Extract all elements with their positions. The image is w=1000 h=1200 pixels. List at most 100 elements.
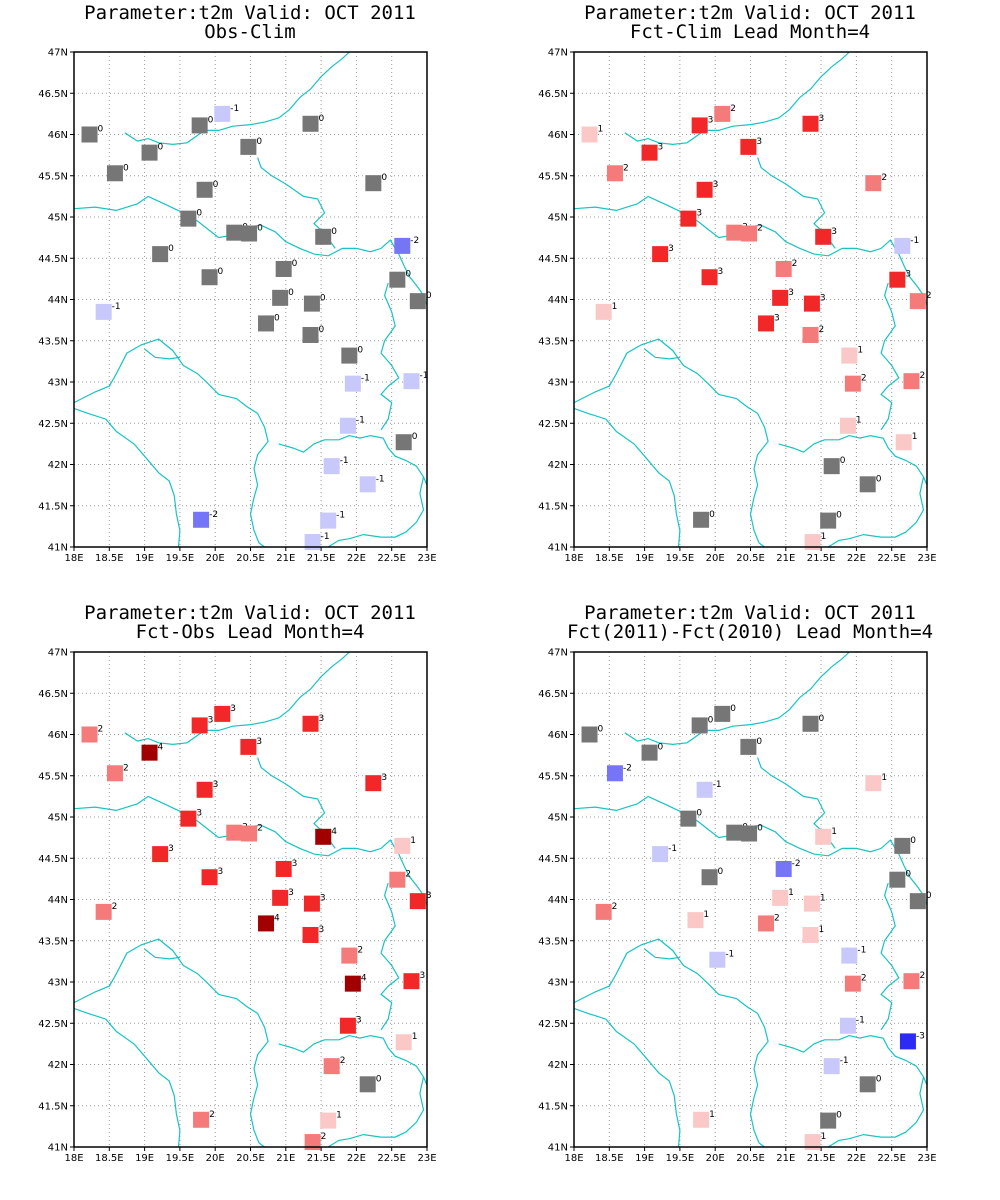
station-value: 0 bbox=[836, 511, 842, 521]
station-value: 0 bbox=[910, 836, 916, 846]
station-marker bbox=[844, 975, 861, 992]
panel-title: Parameter:t2m Valid: OCT 2011 bbox=[584, 2, 916, 24]
station-marker bbox=[315, 228, 332, 245]
station-value: 1 bbox=[881, 773, 887, 783]
plot-frame bbox=[73, 651, 428, 1148]
station-marker bbox=[95, 903, 112, 920]
station-marker bbox=[240, 138, 257, 155]
station-marker bbox=[696, 781, 713, 798]
y-tick-label: 42N bbox=[48, 460, 68, 471]
station-value: 1 bbox=[857, 346, 863, 356]
station-value: 0 bbox=[426, 291, 432, 301]
station-marker bbox=[804, 534, 821, 551]
border-line bbox=[573, 195, 928, 306]
station-marker bbox=[341, 347, 358, 364]
station-value: 2 bbox=[919, 971, 925, 981]
station-value: -1 bbox=[340, 456, 349, 466]
station-value: 2 bbox=[730, 104, 736, 114]
station-marker bbox=[859, 476, 876, 493]
station-marker bbox=[687, 912, 704, 929]
x-tick-label: 21.5E bbox=[307, 1153, 336, 1164]
station-value: 3 bbox=[658, 143, 664, 153]
y-tick-label: 45N bbox=[548, 813, 568, 824]
station-marker bbox=[240, 738, 257, 755]
station-value: 2 bbox=[123, 763, 129, 773]
border-line bbox=[249, 1068, 265, 1148]
y-tick-label: 45.5N bbox=[538, 771, 568, 782]
station-marker bbox=[652, 846, 669, 863]
station-value: 1 bbox=[410, 836, 416, 846]
x-tick-label: 21.5E bbox=[807, 553, 836, 564]
x-tick-label: 22E bbox=[847, 1153, 866, 1164]
station-marker bbox=[395, 1034, 412, 1051]
station-value: 2 bbox=[919, 371, 925, 381]
station-value: 2 bbox=[612, 902, 618, 912]
station-marker bbox=[365, 175, 382, 192]
station-value: 2 bbox=[861, 374, 867, 384]
border-line bbox=[73, 338, 269, 469]
station-value: 2 bbox=[357, 946, 363, 956]
station-value: -1 bbox=[713, 780, 722, 790]
station-value: 3 bbox=[718, 267, 724, 277]
station-marker bbox=[365, 775, 382, 792]
station-value: 2 bbox=[792, 259, 798, 269]
x-tick-label: 22.5E bbox=[877, 553, 906, 564]
station-value: 0 bbox=[730, 704, 736, 714]
station-marker bbox=[820, 512, 837, 529]
station-marker bbox=[595, 303, 612, 320]
station-value: 0 bbox=[196, 209, 202, 219]
station-marker bbox=[394, 237, 411, 254]
border-line bbox=[644, 948, 680, 960]
station-marker bbox=[395, 434, 412, 451]
station-value: -1 bbox=[230, 104, 239, 114]
station-marker bbox=[241, 225, 258, 242]
y-tick-label: 42.5N bbox=[38, 419, 68, 430]
station-value: -1 bbox=[857, 946, 866, 956]
border-line bbox=[749, 468, 765, 548]
station-marker bbox=[606, 765, 623, 782]
station-value: 1 bbox=[821, 1132, 827, 1142]
x-tick-label: 20E bbox=[206, 1153, 225, 1164]
station-marker bbox=[691, 717, 708, 734]
station-value: 3 bbox=[288, 888, 294, 898]
station-value: -1 bbox=[356, 416, 365, 426]
x-tick-label: 18E bbox=[64, 1153, 83, 1164]
border-line bbox=[327, 476, 425, 548]
station-value: 0 bbox=[320, 294, 326, 304]
station-value: 1 bbox=[336, 1111, 342, 1121]
station-value: 2 bbox=[321, 1132, 327, 1142]
y-tick-label: 43N bbox=[48, 978, 68, 989]
station-value: 3 bbox=[426, 891, 432, 901]
station-marker bbox=[895, 434, 912, 451]
y-tick-label: 46N bbox=[48, 130, 68, 141]
station-marker bbox=[909, 893, 926, 910]
station-value: 3 bbox=[319, 925, 325, 935]
station-value: 0 bbox=[256, 137, 262, 147]
station-marker bbox=[196, 181, 213, 198]
station-marker bbox=[315, 828, 332, 845]
station-marker bbox=[359, 1076, 376, 1093]
station-value: 0 bbox=[376, 1074, 382, 1084]
y-tick-label: 44N bbox=[48, 895, 68, 906]
x-tick-label: 21.5E bbox=[807, 1153, 836, 1164]
x-tick-label: 22E bbox=[347, 1153, 366, 1164]
station-value: 1 bbox=[709, 1110, 715, 1120]
station-value: 1 bbox=[612, 302, 618, 312]
plot-frame bbox=[573, 651, 928, 1148]
y-tick-label: 45.5N bbox=[38, 771, 68, 782]
station-marker bbox=[258, 915, 275, 932]
station-marker bbox=[403, 973, 420, 990]
coastlines bbox=[573, 651, 928, 1148]
border-line bbox=[573, 938, 769, 1069]
station-value: 3 bbox=[168, 844, 174, 854]
y-tick-label: 47N bbox=[48, 48, 68, 59]
station-value: 0 bbox=[381, 173, 387, 183]
grid: 18E 18.5E 19E 19.5E 20E 20.5E 21E 21.5E 22E 22.5E… bbox=[38, 648, 436, 1165]
station-marker bbox=[903, 973, 920, 990]
station-value: 0 bbox=[158, 143, 164, 153]
station-marker bbox=[803, 295, 820, 312]
x-tick-label: 19E bbox=[635, 553, 654, 564]
x-tick-label: 23E bbox=[917, 553, 936, 564]
y-tick-label: 41N bbox=[48, 1143, 68, 1154]
station-marker bbox=[303, 295, 320, 312]
